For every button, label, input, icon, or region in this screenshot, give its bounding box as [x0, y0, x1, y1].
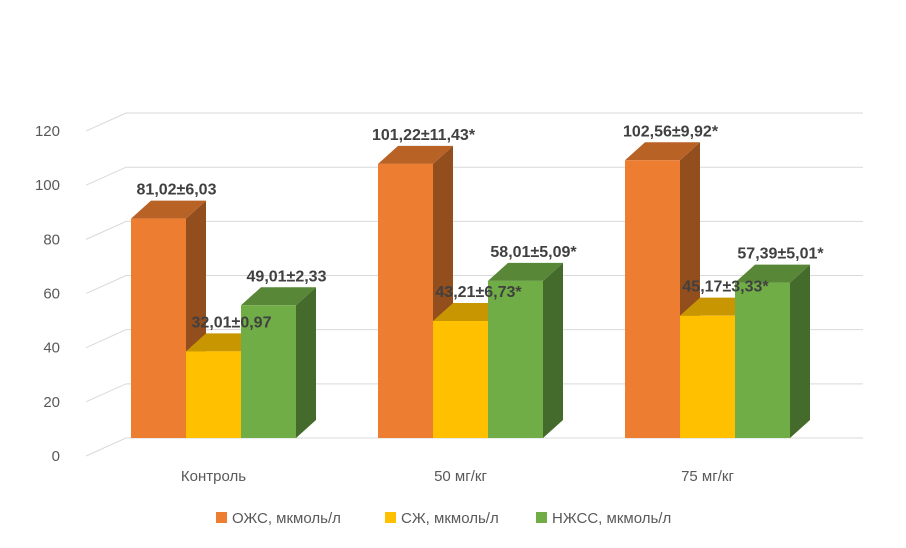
bar: [241, 287, 316, 438]
legend-swatch: [385, 512, 396, 523]
legend-swatch: [536, 512, 547, 523]
bars: [131, 142, 810, 438]
gridline: [85, 383, 863, 403]
legend-swatch: [216, 512, 227, 523]
bar: [735, 264, 810, 438]
x-category-label: 75 мг/кг: [681, 468, 734, 485]
data-label: 49,01±2,33: [247, 268, 327, 285]
gridline: [85, 166, 863, 186]
legend-label: СЖ, мкмоль/л: [401, 510, 499, 527]
data-label: 32,01±0,97: [192, 314, 272, 331]
legend-label: НЖСС, мкмоль/л: [552, 510, 671, 527]
y-tick-label: 120: [35, 123, 60, 140]
gridline: [85, 112, 863, 132]
legend-item: СЖ, мкмоль/л: [385, 510, 499, 527]
data-label: 102,56±9,92*: [623, 123, 719, 140]
gridlines: [85, 112, 863, 457]
data-labels: 81,02±6,03 32,01±0,97 49,01±2,33 101,22±11,…: [137, 123, 825, 331]
y-tick-label: 100: [35, 177, 60, 194]
legend-label: ОЖС, мкмоль/л: [232, 510, 341, 527]
y-tick-label: 20: [43, 394, 60, 411]
data-label: 43,21±6,73*: [435, 284, 522, 301]
y-tick-label: 0: [52, 448, 60, 465]
legend-item: НЖСС, мкмоль/л: [536, 510, 671, 527]
gridline: [85, 329, 863, 349]
y-axis-ticks: 0 20 40 60 80 100 120: [35, 123, 60, 465]
data-label: 45,17±3,33*: [682, 279, 769, 296]
x-category-label: 50 мг/кг: [434, 468, 487, 485]
data-label: 101,22±11,43*: [372, 127, 476, 144]
gridline: [85, 275, 863, 294]
y-tick-label: 80: [43, 231, 60, 248]
y-tick-label: 60: [43, 286, 60, 303]
y-tick-label: 40: [43, 340, 60, 357]
data-label: 57,39±5,01*: [737, 246, 824, 263]
legend: ОЖС, мкмоль/л СЖ, мкмоль/л НЖСС, мкмоль/л: [216, 510, 671, 527]
legend-item: ОЖС, мкмоль/л: [216, 510, 341, 527]
gridline: [85, 220, 863, 240]
data-label: 81,02±6,03: [137, 182, 217, 199]
gridline: [85, 437, 863, 457]
x-category-label: Контроль: [181, 468, 246, 485]
x-axis-categories: Контроль 50 мг/кг 75 мг/кг: [181, 468, 735, 485]
data-label: 58,01±5,09*: [490, 244, 577, 261]
bar: [488, 262, 563, 438]
